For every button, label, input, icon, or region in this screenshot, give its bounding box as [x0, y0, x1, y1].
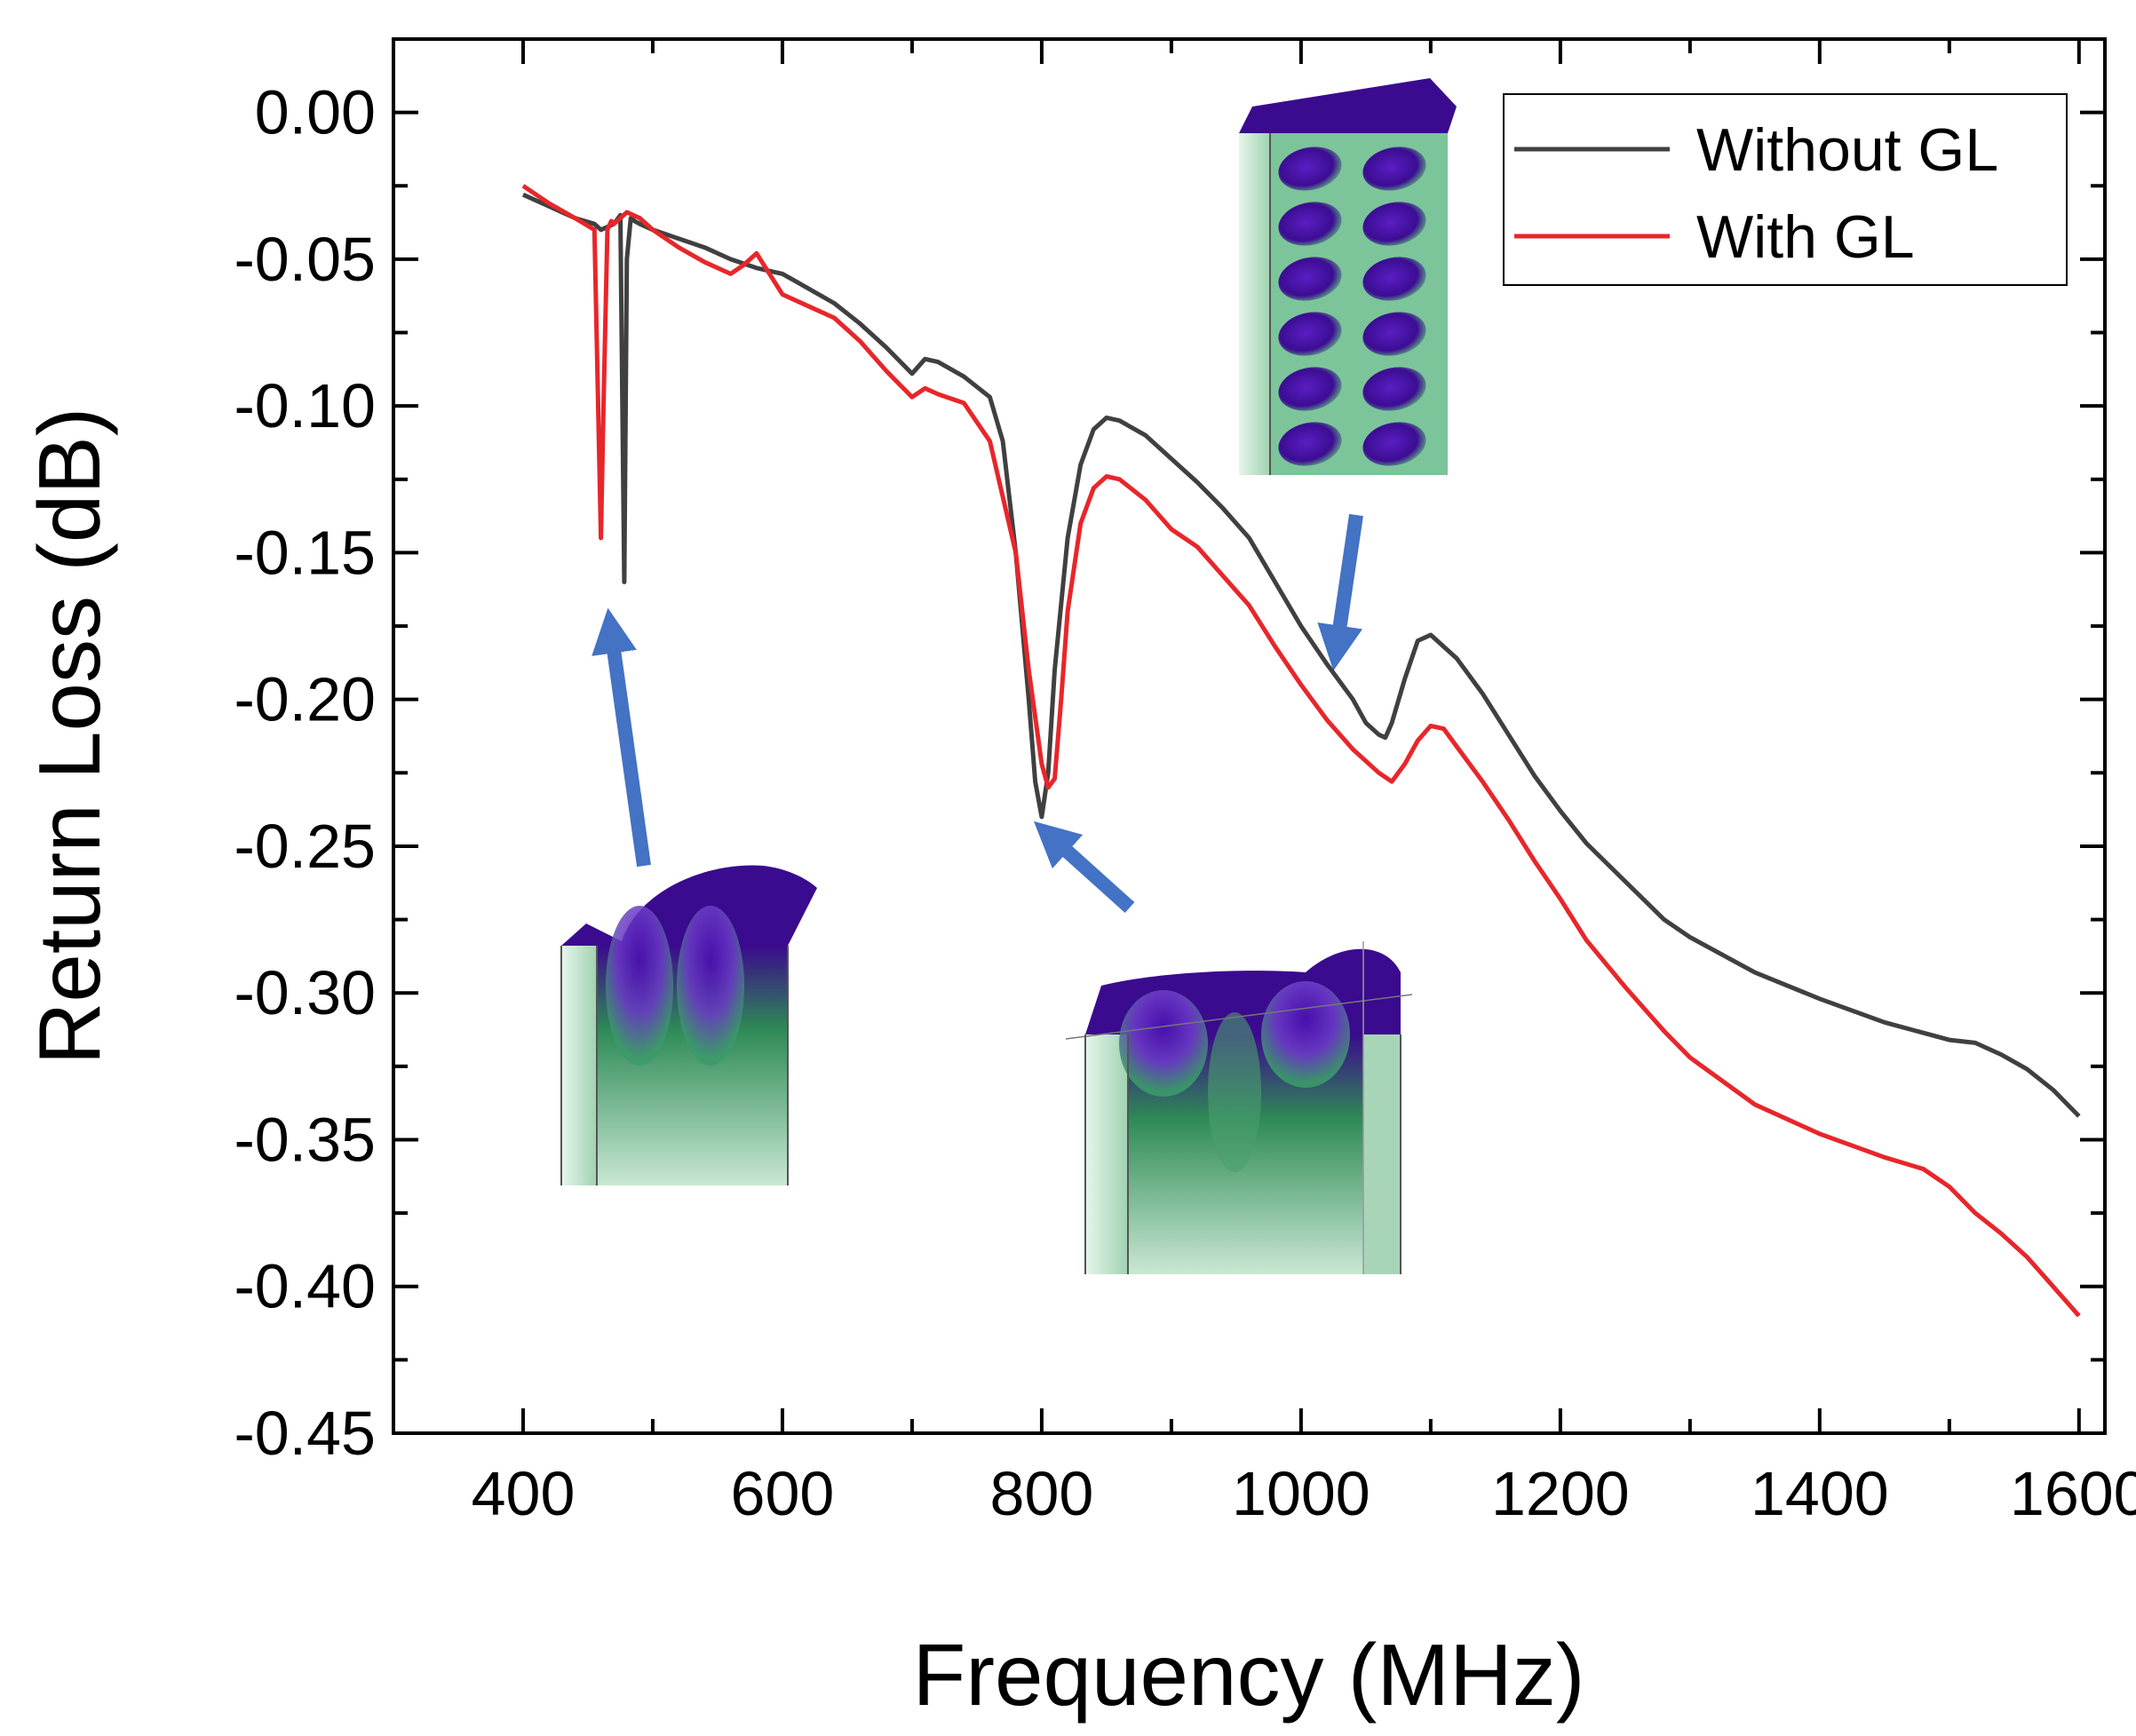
mode-shape-inset-2 [1065, 941, 1413, 1274]
mode-field-lobe [1362, 257, 1426, 301]
y-tick-label: -0.15 [234, 518, 376, 587]
mode-field-lobe [1362, 422, 1426, 466]
y-tick-label: -0.20 [234, 665, 376, 734]
legend-label-with-gl: With GL [1696, 203, 1915, 271]
x-tick-label: 1400 [1751, 1459, 1889, 1528]
y-tick-label: -0.35 [234, 1105, 376, 1174]
series-line-without-gl [521, 192, 2081, 1118]
arrow-to-mode-1 [592, 607, 651, 868]
y-tick-label: -0.30 [234, 958, 376, 1027]
mode-field-lobe [1362, 367, 1426, 411]
legend-box [1503, 93, 2068, 286]
arrow-to-mode-3 [1317, 513, 1363, 671]
y-axis-ticks: 0.00 -0.05 -0.10 -0.15 -0.20 -0.25 -0.30 -0.35 -… [234, 37, 2105, 1468]
mode-shape-inset-1 [560, 865, 817, 1185]
mode-field-lobe [1278, 147, 1342, 191]
annotation-arrows [592, 513, 1363, 913]
series-layer [521, 184, 2081, 1318]
series-line-with-gl [521, 184, 2081, 1318]
y-tick-label: -0.45 [234, 1399, 376, 1468]
mode-field-lobe [1278, 422, 1342, 466]
x-tick-label: 1600 [2010, 1459, 2136, 1528]
mode-field-lobe [1278, 257, 1342, 301]
mode-field-lobe [1362, 147, 1426, 191]
mode-field-lobe [1362, 312, 1426, 356]
y-tick-label: -0.05 [234, 225, 376, 294]
y-tick-label: 0.00 [255, 78, 376, 147]
x-tick-label: 1200 [1491, 1459, 1630, 1528]
y-tick-label: -0.40 [234, 1252, 376, 1321]
arrow-to-mode-2 [1033, 820, 1135, 913]
y-axis-title: Return Loss (dB) [20, 408, 118, 1066]
legend: Without GL With GL [1503, 93, 2068, 286]
plot-frame [392, 37, 2107, 1435]
x-axis-ticks: 400 600 800 1000 1200 1400 1600 [392, 39, 2136, 1528]
y-tick-label: -0.10 [234, 371, 376, 440]
x-tick-label: 1000 [1232, 1459, 1370, 1528]
legend-label-without-gl: Without GL [1696, 116, 1998, 184]
x-tick-label: 400 [472, 1459, 576, 1528]
x-tick-label: 800 [990, 1459, 1094, 1528]
mode-field-lobe [1278, 202, 1342, 246]
mode-field-lobe [1278, 367, 1342, 411]
mode-field-lobe [1362, 202, 1426, 246]
x-tick-label: 600 [731, 1459, 835, 1528]
mode-field-lobe [1278, 312, 1342, 356]
y-tick-label: -0.25 [234, 812, 376, 881]
x-axis-title: Frequency (MHz) [913, 1626, 1585, 1724]
mode-shape-inset-3 [1239, 78, 1457, 475]
